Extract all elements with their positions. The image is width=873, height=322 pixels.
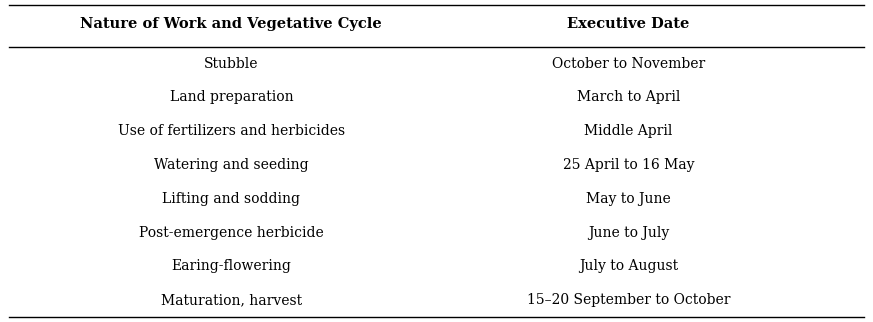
Text: 15–20 September to October: 15–20 September to October xyxy=(526,293,731,307)
Text: July to August: July to August xyxy=(579,260,678,273)
Text: Nature of Work and Vegetative Cycle: Nature of Work and Vegetative Cycle xyxy=(80,17,382,31)
Text: March to April: March to April xyxy=(577,90,680,104)
Text: May to June: May to June xyxy=(586,192,671,206)
Text: Watering and seeding: Watering and seeding xyxy=(154,158,309,172)
Text: Use of fertilizers and herbicides: Use of fertilizers and herbicides xyxy=(118,124,345,138)
Text: Middle April: Middle April xyxy=(584,124,673,138)
Text: Land preparation: Land preparation xyxy=(169,90,293,104)
Text: Earing-flowering: Earing-flowering xyxy=(171,260,292,273)
Text: Stubble: Stubble xyxy=(204,57,258,71)
Text: June to July: June to July xyxy=(588,226,670,240)
Text: 25 April to 16 May: 25 April to 16 May xyxy=(563,158,694,172)
Text: Maturation, harvest: Maturation, harvest xyxy=(161,293,302,307)
Text: Lifting and sodding: Lifting and sodding xyxy=(162,192,300,206)
Text: Executive Date: Executive Date xyxy=(567,17,690,31)
Text: Post-emergence herbicide: Post-emergence herbicide xyxy=(139,226,324,240)
Text: October to November: October to November xyxy=(552,57,705,71)
